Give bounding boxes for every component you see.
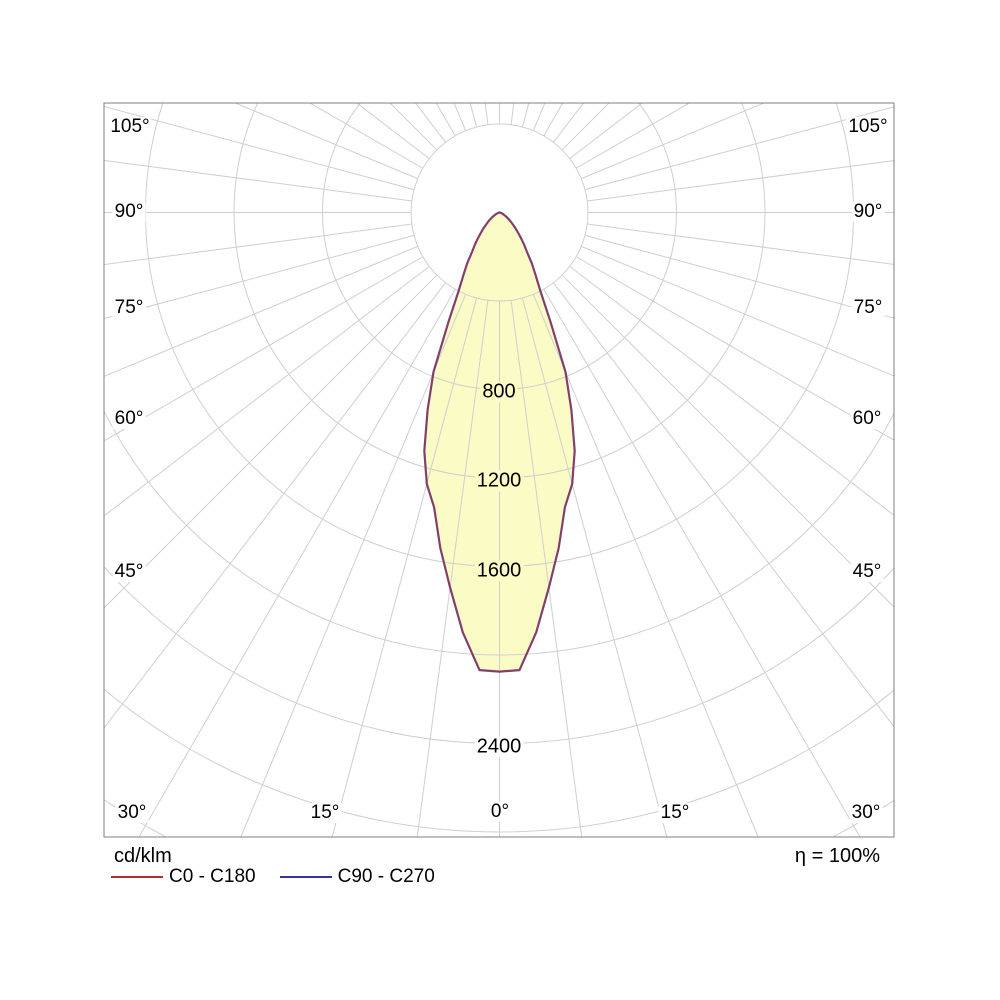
polar-ray bbox=[581, 245, 894, 377]
polar-ray bbox=[569, 265, 894, 516]
efficiency-label: η = 100% bbox=[794, 845, 880, 867]
polar-ray bbox=[104, 106, 415, 191]
polar-ray bbox=[521, 297, 668, 837]
polar-ray bbox=[587, 160, 894, 202]
polar-ray bbox=[552, 103, 584, 143]
legend-line-swatch bbox=[279, 876, 332, 878]
angle-tick-label: 60° bbox=[850, 408, 884, 430]
legend-label: C0 - C180 bbox=[169, 866, 256, 887]
angle-tick-label: 45° bbox=[112, 561, 146, 583]
polar-ray bbox=[484, 103, 489, 125]
ring-value-label: 1200 bbox=[474, 469, 524, 492]
angle-tick-label: 75° bbox=[851, 297, 885, 319]
polar-ray bbox=[104, 234, 415, 319]
angle-tick-label: 90° bbox=[112, 201, 146, 223]
polar-ray bbox=[575, 103, 690, 169]
angle-tick-label: 30° bbox=[115, 802, 149, 824]
polar-ray bbox=[453, 103, 467, 131]
angle-tick-label: 15° bbox=[658, 802, 692, 824]
polar-ray bbox=[331, 297, 478, 837]
plot-border bbox=[103, 102, 895, 838]
polar-ray bbox=[581, 103, 764, 180]
polar-ray bbox=[104, 256, 424, 442]
polar-ray bbox=[543, 103, 564, 137]
polar-ray bbox=[532, 103, 546, 131]
polar-ray bbox=[104, 223, 412, 266]
polar-ray bbox=[389, 103, 438, 151]
polar-ray bbox=[561, 274, 894, 608]
polar-ray bbox=[104, 159, 412, 202]
legend-label: C90 - C270 bbox=[337, 866, 435, 887]
angle-tick-label: 15° bbox=[308, 802, 342, 824]
ring-value-label: 800 bbox=[480, 380, 518, 403]
polar-ray bbox=[104, 245, 418, 377]
polar-ray bbox=[510, 103, 515, 125]
polar-ray bbox=[309, 103, 424, 169]
polar-ray bbox=[532, 294, 759, 837]
legend-item: C0 - C180 bbox=[111, 866, 256, 888]
polar-ray bbox=[416, 300, 489, 837]
angle-tick-label: 90° bbox=[851, 201, 885, 223]
angle-tick-label: 45° bbox=[850, 561, 884, 583]
units-label: cd/klm bbox=[114, 845, 172, 867]
polar-ray bbox=[104, 265, 430, 517]
polar-ray bbox=[469, 103, 478, 128]
polar-ray bbox=[584, 234, 894, 319]
angle-tick-label: 105° bbox=[846, 116, 890, 138]
angle-tick-label: 75° bbox=[112, 297, 146, 319]
polar-ray bbox=[104, 282, 447, 729]
ring-value-label: 2400 bbox=[474, 735, 524, 758]
legend: C0 - C180 C90 - C270 bbox=[111, 866, 459, 888]
angle-tick-label: 30° bbox=[849, 802, 883, 824]
polar-ray bbox=[138, 288, 456, 837]
polar-ray bbox=[415, 103, 447, 143]
polar-ray bbox=[543, 288, 861, 837]
ring-value-label: 1600 bbox=[474, 559, 524, 582]
polar-ray bbox=[104, 274, 438, 609]
polar-ray bbox=[561, 103, 610, 151]
polar-ray bbox=[235, 103, 418, 180]
polar-ray bbox=[435, 103, 456, 137]
polar-ray bbox=[521, 103, 530, 128]
angle-tick-label: 0° bbox=[488, 801, 512, 823]
legend-item: C90 - C270 bbox=[279, 866, 435, 888]
c0-c180-curve bbox=[423, 211, 576, 673]
polar-ray bbox=[575, 256, 894, 441]
legend-line-swatch bbox=[111, 876, 163, 878]
polar-ray bbox=[240, 294, 467, 837]
angle-tick-label: 105° bbox=[108, 116, 152, 138]
polar-ray bbox=[510, 300, 583, 837]
polar-ray bbox=[587, 223, 894, 265]
angle-tick-label: 60° bbox=[112, 408, 146, 430]
polar-ray bbox=[552, 282, 894, 727]
polar-ray bbox=[584, 106, 894, 191]
